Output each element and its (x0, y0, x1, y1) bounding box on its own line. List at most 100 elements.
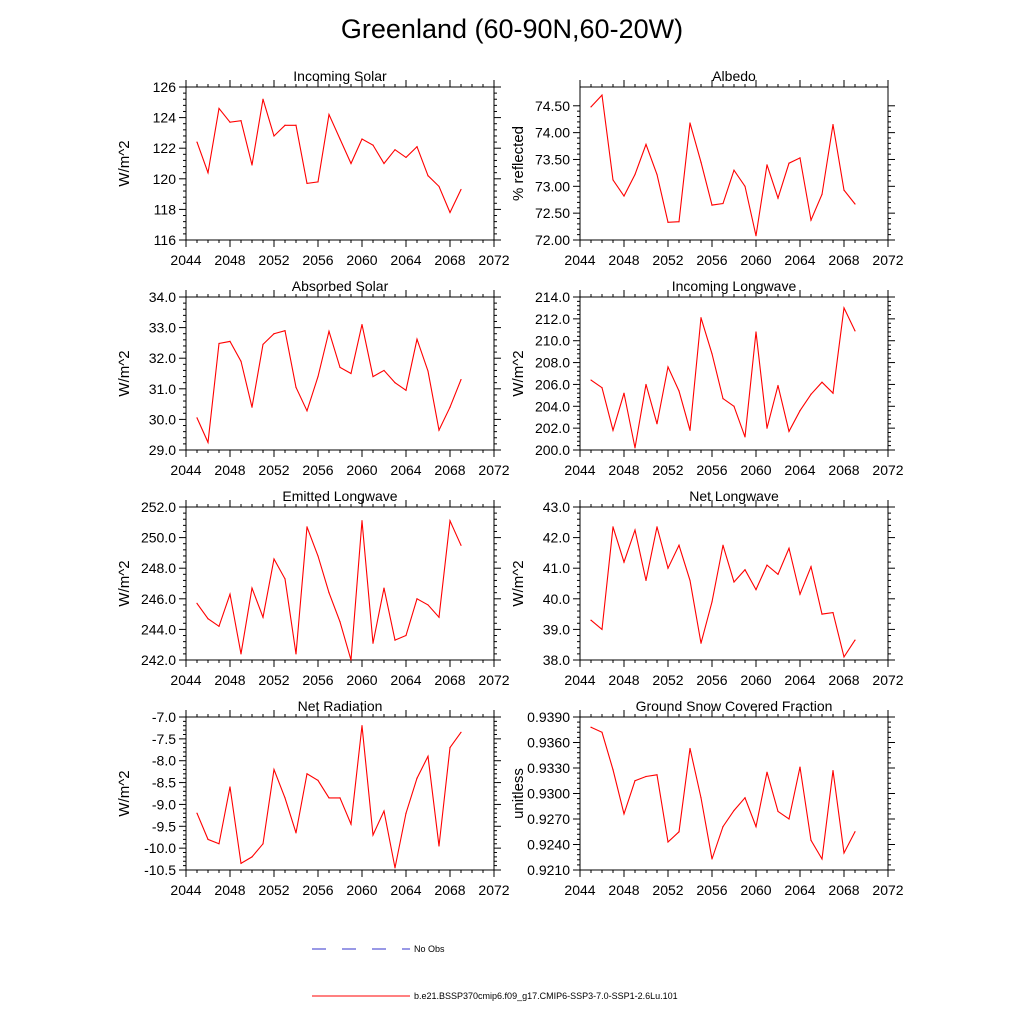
plot-frame (185, 506, 495, 661)
x-tick-label: 2072 (872, 462, 903, 478)
x-tick-label: 2044 (170, 252, 201, 268)
data-point (229, 121, 231, 123)
y-tick-label: 74.50 (535, 98, 570, 114)
x-tick-label: 2060 (740, 672, 771, 688)
y-tick-label: 0.9330 (527, 760, 570, 776)
data-point (700, 642, 702, 644)
data-point (306, 182, 308, 184)
data-point (240, 120, 242, 122)
data-point (612, 769, 614, 771)
chart-panel-6: Net Longwave W/m^2 38.0 39.0 40.0 41.0 42.0 43.… (510, 488, 904, 688)
data-point (766, 771, 768, 773)
y-tick-label: 34.0 (149, 289, 176, 305)
data-point (634, 447, 636, 449)
y-tick-label: 42.0 (543, 530, 570, 546)
data-point (623, 195, 625, 197)
x-tick-label: 2072 (478, 462, 509, 478)
data-point (678, 390, 680, 392)
data-point (317, 555, 319, 557)
data-point (383, 587, 385, 589)
data-point (821, 613, 823, 615)
data-point (339, 621, 341, 623)
y-tick-label: 248.0 (141, 560, 176, 576)
data-point (317, 779, 319, 781)
panel-title: Emitted Longwave (282, 488, 397, 504)
data-point (229, 340, 231, 342)
data-point (284, 797, 286, 799)
data-point (634, 529, 636, 531)
data-point (711, 204, 713, 206)
data-point (207, 838, 209, 841)
x-tick-label: 2064 (784, 252, 815, 268)
y-tick-label: 31.0 (149, 381, 176, 397)
y-tick-label: 212.0 (535, 311, 570, 327)
y-axis-label: W/m^2 (116, 770, 133, 816)
data-point (240, 360, 242, 362)
y-tick-label: 41.0 (543, 560, 570, 576)
x-tick-label: 2072 (872, 882, 903, 898)
data-point (449, 747, 451, 749)
y-tick-label: 202.0 (535, 420, 570, 436)
data-point (612, 526, 614, 528)
data-point (339, 366, 341, 368)
data-point (218, 625, 220, 627)
y-tick-label: 126 (153, 79, 177, 95)
data-point (689, 747, 691, 750)
data-point (766, 564, 768, 566)
panel-title: Net Radiation (298, 698, 383, 714)
data-point (427, 370, 429, 372)
y-axis-label: W/m^2 (116, 560, 133, 606)
data-point (273, 135, 275, 137)
data-point (623, 392, 625, 394)
data-point (700, 317, 702, 319)
data-point (667, 841, 669, 843)
data-point (777, 384, 779, 387)
x-tick-label: 2048 (214, 882, 245, 898)
data-point (722, 202, 724, 205)
data-point (755, 826, 757, 828)
data-point (711, 858, 713, 860)
data-point (722, 398, 724, 400)
data-point (295, 386, 297, 388)
data-point (777, 197, 779, 199)
series-line (590, 726, 856, 861)
data-point (218, 107, 220, 110)
data-point (262, 343, 264, 346)
series-line (196, 725, 462, 868)
data-point (733, 809, 735, 812)
panel-title: Incoming Solar (293, 68, 387, 84)
y-tick-label: 32.0 (149, 350, 176, 366)
x-tick-label: 2056 (302, 252, 333, 268)
data-point (405, 812, 407, 814)
x-tick-label: 2056 (696, 882, 727, 898)
x-tick-label: 2044 (564, 882, 595, 898)
data-point (601, 94, 603, 96)
data-point (656, 423, 658, 425)
x-tick-label: 2064 (784, 462, 815, 478)
x-tick-label: 2056 (696, 672, 727, 688)
x-tick-label: 2072 (478, 672, 509, 688)
x-tick-label: 2056 (696, 252, 727, 268)
panel-title: Net Longwave (689, 488, 779, 504)
data-point (350, 162, 352, 165)
data-point (590, 619, 592, 621)
chart-panel-8: Ground Snow Covered Fractionunitless0.92… (510, 698, 904, 898)
data-point (328, 797, 330, 799)
data-point (788, 430, 790, 433)
data-point (590, 379, 592, 381)
y-tick-label: 208.0 (535, 355, 570, 371)
x-tick-label: 2052 (652, 882, 683, 898)
data-point (207, 172, 209, 174)
x-tick-label: 2044 (564, 252, 595, 268)
plot-frame (185, 716, 495, 871)
x-tick-label: 2072 (478, 882, 509, 898)
data-point (372, 834, 374, 836)
y-tick-label: 246.0 (141, 591, 176, 607)
y-tick-label: -10.5 (144, 862, 176, 878)
x-tick-label: 2060 (346, 252, 377, 268)
data-point (218, 843, 220, 845)
legend: No Obs b.e21.BSSP370cmip6.f09_g17.CMIP6-… (312, 944, 678, 1001)
series-line (196, 99, 462, 214)
data-point (449, 406, 451, 408)
data-point (427, 755, 429, 757)
